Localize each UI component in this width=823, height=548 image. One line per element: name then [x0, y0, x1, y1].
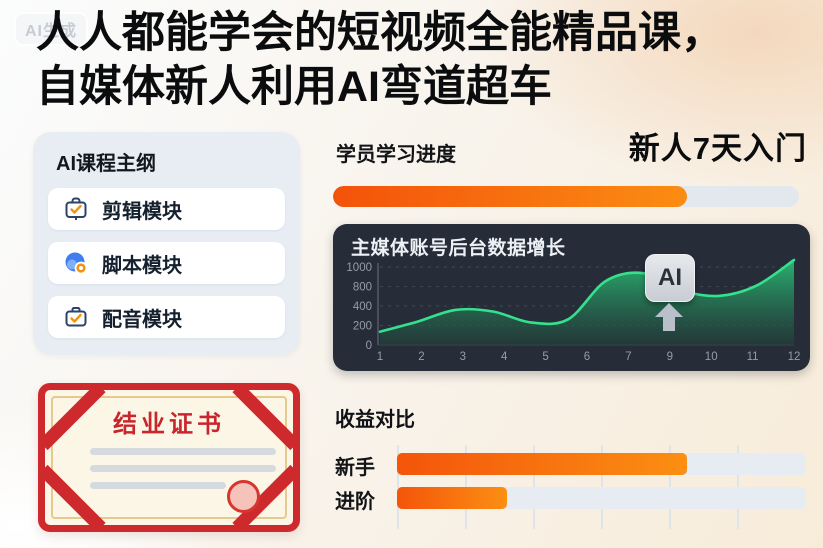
svg-text:5: 5 — [542, 351, 548, 363]
advanced-bar-track — [397, 487, 806, 509]
svg-text:12: 12 — [788, 351, 801, 363]
clipboard-check-icon — [65, 197, 87, 220]
svg-text:200: 200 — [353, 321, 372, 333]
income-comparison-heading: 收益对比 — [335, 409, 415, 431]
title-line-1: 人人都能学会的短视频全能精品课， — [36, 9, 724, 57]
svg-text:800: 800 — [353, 282, 372, 294]
course-outline-card: AI课程主纲 剪辑模块 脚本模块 — [33, 132, 300, 355]
svg-text:1000: 1000 — [346, 262, 372, 274]
page-title: 人人都能学会的短视频全能精品课， 自媒体新人利用AI弯道超车 — [36, 6, 816, 114]
certificate-text-placeholder — [90, 482, 226, 489]
certificate-card: 结业证书 — [38, 383, 300, 532]
svg-text:10: 10 — [705, 351, 718, 363]
newcomer-7-days-headline: 新人7天入门 — [628, 131, 807, 166]
certificate-decorations: 结业证书 — [45, 390, 293, 525]
certificate-text-placeholder — [90, 465, 276, 472]
ai-annotation-badge: AI — [645, 254, 695, 302]
svg-text:9: 9 — [667, 351, 673, 363]
svg-text:400: 400 — [353, 301, 372, 313]
learning-progress-label: 学员学习进度 — [336, 144, 456, 166]
seal-icon — [227, 480, 260, 513]
novice-bar-fill — [397, 453, 688, 475]
svg-text:6: 6 — [584, 351, 590, 363]
income-comparison-section: 收益对比 新手 进阶 — [335, 403, 808, 533]
svg-text:7: 7 — [625, 351, 631, 363]
up-arrow-icon — [655, 303, 683, 331]
svg-text:1: 1 — [377, 351, 383, 363]
sidebar-item-script-module[interactable]: 脚本模块 — [48, 242, 285, 284]
certificate-text-placeholder — [90, 448, 276, 455]
progress-bar-fill — [333, 186, 688, 207]
sidebar-item-label: 剪辑模块 — [102, 200, 182, 223]
certificate-title: 结业证书 — [113, 411, 225, 438]
sidebar-item-label: 脚本模块 — [102, 254, 182, 277]
certificate-inner-border — [51, 396, 287, 519]
chart-title: 主媒体账号后台数据增长 — [351, 238, 566, 259]
briefcase-check-icon — [65, 307, 87, 327]
title-line-2: 自媒体新人利用AI弯道超车 — [36, 63, 552, 111]
growth-chart-card: 主媒体账号后台数据增长 1000 800 400 200 0 1 2 3 4 5 6 7 9 10 11 12… — [333, 224, 810, 371]
sidebar-item-label: 配音模块 — [102, 308, 182, 331]
course-outline-heading: AI课程主纲 — [56, 153, 156, 175]
svg-text:4: 4 — [501, 351, 508, 363]
svg-text:3: 3 — [460, 351, 466, 363]
sidebar-item-dubbing-module[interactable]: 配音模块 — [48, 296, 285, 338]
svg-text:11: 11 — [747, 351, 759, 363]
sidebar-item-editing-module[interactable]: 剪辑模块 — [48, 188, 285, 230]
novice-bar-track — [397, 453, 806, 475]
advanced-bar-fill — [397, 487, 508, 509]
bar-label-advanced: 进阶 — [335, 491, 375, 513]
ai-generated-badge: AI生成 — [14, 12, 89, 46]
progress-bar-track — [333, 186, 799, 207]
globe-location-icon — [65, 252, 88, 275]
svg-text:2: 2 — [418, 351, 424, 363]
svg-text:0: 0 — [366, 340, 372, 352]
bar-label-novice: 新手 — [335, 457, 375, 479]
